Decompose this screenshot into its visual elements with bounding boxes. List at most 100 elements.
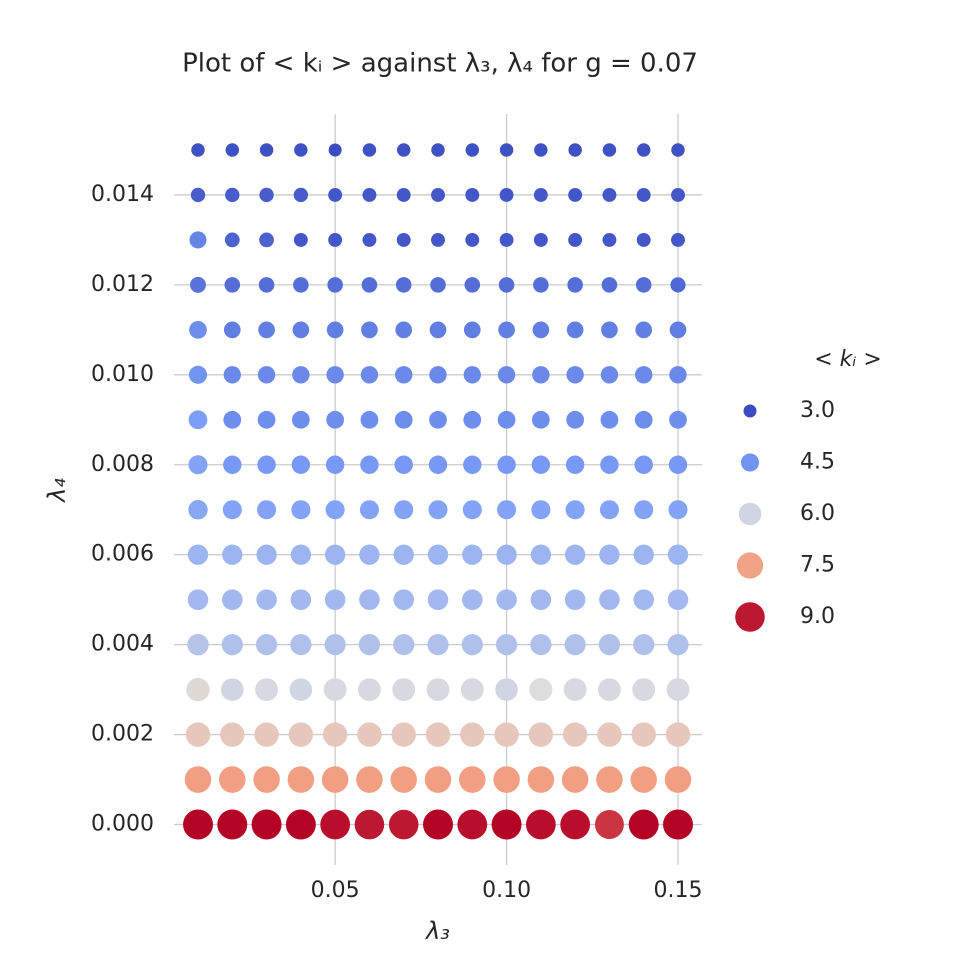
point bbox=[532, 321, 550, 339]
point bbox=[186, 677, 210, 702]
point bbox=[496, 544, 517, 565]
point bbox=[566, 410, 585, 429]
point bbox=[288, 722, 314, 747]
point bbox=[183, 809, 213, 840]
point bbox=[568, 143, 582, 157]
point bbox=[499, 187, 514, 202]
y-tick-label: 0.000 bbox=[91, 812, 154, 837]
point bbox=[600, 455, 619, 474]
point bbox=[602, 187, 617, 202]
point bbox=[532, 366, 550, 384]
point bbox=[328, 232, 343, 247]
point bbox=[423, 809, 453, 840]
point bbox=[425, 722, 451, 747]
point bbox=[361, 277, 378, 293]
point bbox=[225, 143, 240, 157]
point bbox=[188, 365, 208, 384]
point bbox=[527, 766, 555, 793]
x-axis-label: λ₃ bbox=[424, 917, 450, 945]
point bbox=[669, 410, 687, 429]
point bbox=[671, 232, 685, 247]
point bbox=[602, 143, 617, 157]
point bbox=[460, 678, 484, 702]
point bbox=[635, 321, 653, 339]
point bbox=[222, 544, 243, 565]
point bbox=[324, 589, 346, 610]
point bbox=[259, 232, 274, 248]
point bbox=[320, 809, 351, 840]
point bbox=[323, 678, 347, 702]
point bbox=[220, 722, 245, 747]
point bbox=[530, 589, 552, 610]
point bbox=[667, 589, 689, 610]
y-tick-label: 0.012 bbox=[91, 272, 154, 297]
point bbox=[293, 187, 309, 203]
point bbox=[359, 544, 380, 565]
chart-title: Plot of < kᵢ > against λ₃, λ₄ for g = 0.… bbox=[182, 49, 698, 79]
point bbox=[394, 455, 413, 474]
point bbox=[533, 187, 548, 202]
point bbox=[431, 232, 445, 247]
point bbox=[256, 589, 277, 610]
point bbox=[392, 678, 416, 702]
point bbox=[257, 366, 276, 384]
point bbox=[429, 321, 447, 339]
point bbox=[598, 634, 621, 656]
point bbox=[322, 722, 348, 747]
point bbox=[566, 366, 584, 384]
point bbox=[427, 589, 449, 610]
point bbox=[497, 366, 516, 384]
point bbox=[191, 143, 205, 157]
point bbox=[393, 544, 414, 565]
point bbox=[599, 544, 620, 565]
point bbox=[565, 500, 585, 520]
point bbox=[600, 410, 619, 429]
point bbox=[185, 722, 211, 747]
point bbox=[669, 321, 687, 339]
point bbox=[287, 766, 315, 793]
point bbox=[529, 678, 553, 702]
point bbox=[667, 634, 689, 656]
point bbox=[258, 277, 275, 293]
point bbox=[290, 634, 312, 656]
point bbox=[427, 544, 449, 565]
point bbox=[560, 809, 591, 840]
point bbox=[594, 810, 624, 840]
point bbox=[217, 809, 248, 840]
point bbox=[495, 678, 518, 701]
point bbox=[600, 366, 619, 384]
point bbox=[669, 366, 687, 384]
point bbox=[220, 678, 244, 701]
point bbox=[632, 678, 656, 702]
point bbox=[528, 722, 554, 747]
point bbox=[395, 277, 412, 293]
legend-label: 7.5 bbox=[800, 553, 835, 578]
point bbox=[459, 766, 486, 793]
y-tick-label: 0.008 bbox=[91, 452, 154, 477]
point bbox=[428, 500, 448, 520]
point bbox=[291, 410, 310, 429]
point bbox=[396, 232, 411, 247]
point bbox=[292, 321, 310, 339]
point bbox=[628, 809, 659, 840]
point bbox=[498, 277, 515, 293]
point bbox=[496, 589, 517, 610]
point bbox=[531, 410, 550, 429]
point bbox=[361, 321, 378, 339]
point bbox=[324, 544, 346, 565]
point bbox=[189, 231, 207, 249]
point bbox=[633, 589, 655, 610]
point bbox=[362, 187, 377, 202]
point bbox=[601, 277, 618, 293]
point bbox=[497, 455, 516, 474]
point bbox=[396, 143, 411, 157]
legend-marker bbox=[738, 502, 762, 526]
point bbox=[184, 766, 212, 793]
point bbox=[324, 634, 346, 656]
point bbox=[224, 232, 240, 248]
point bbox=[326, 410, 345, 429]
point bbox=[188, 410, 208, 430]
legend-label: 4.5 bbox=[800, 450, 835, 475]
point bbox=[257, 500, 277, 520]
x-tick-label: 0.05 bbox=[311, 878, 360, 903]
